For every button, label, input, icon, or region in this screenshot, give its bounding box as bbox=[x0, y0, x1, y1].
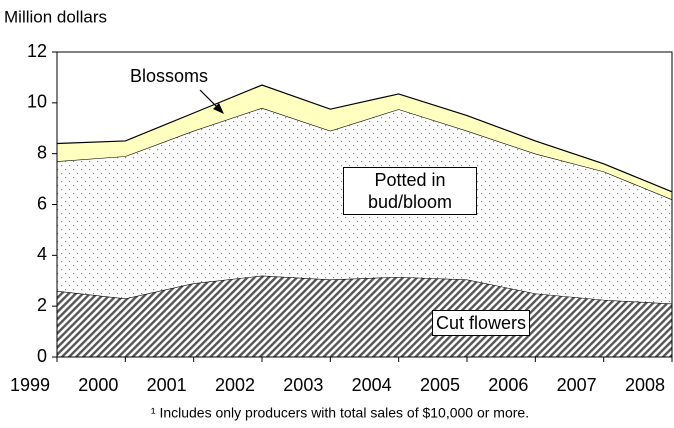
area bbox=[57, 85, 672, 200]
x-tick-label: 2006 bbox=[488, 375, 528, 395]
x-tick-label: 1999 bbox=[10, 375, 50, 395]
y-tick-label: 8 bbox=[37, 142, 47, 162]
footnote: ¹ Includes only producers with total sal… bbox=[151, 405, 529, 421]
annotation-arrowhead bbox=[213, 103, 224, 114]
series-label: Cut flowers bbox=[432, 310, 531, 336]
x-tick-label: 2002 bbox=[215, 375, 255, 395]
x-tick-label: 2001 bbox=[147, 375, 187, 395]
y-tick-label: 0 bbox=[37, 346, 47, 366]
x-tick-label: 2008 bbox=[625, 375, 665, 395]
area-edge bbox=[56, 275, 673, 305]
y-tick-label: 2 bbox=[37, 295, 47, 315]
y-tick-label: 6 bbox=[37, 193, 47, 213]
y-tick-label: 10 bbox=[27, 92, 47, 112]
y-axis-label: Million dollars bbox=[4, 7, 107, 26]
x-tick-label: 2004 bbox=[352, 375, 392, 395]
x-tick-label: 2007 bbox=[557, 375, 597, 395]
y-tick-label: 12 bbox=[27, 41, 47, 61]
x-tick-label: 2005 bbox=[420, 375, 460, 395]
y-tick-label: 4 bbox=[37, 244, 47, 264]
area bbox=[57, 275, 672, 357]
area-edge bbox=[56, 84, 673, 193]
series-label: Blossoms bbox=[130, 66, 209, 86]
x-tick-label: 2003 bbox=[283, 375, 323, 395]
x-tick-label: 2000 bbox=[78, 375, 118, 395]
series-label: Potted in bud/bloom bbox=[343, 167, 477, 215]
